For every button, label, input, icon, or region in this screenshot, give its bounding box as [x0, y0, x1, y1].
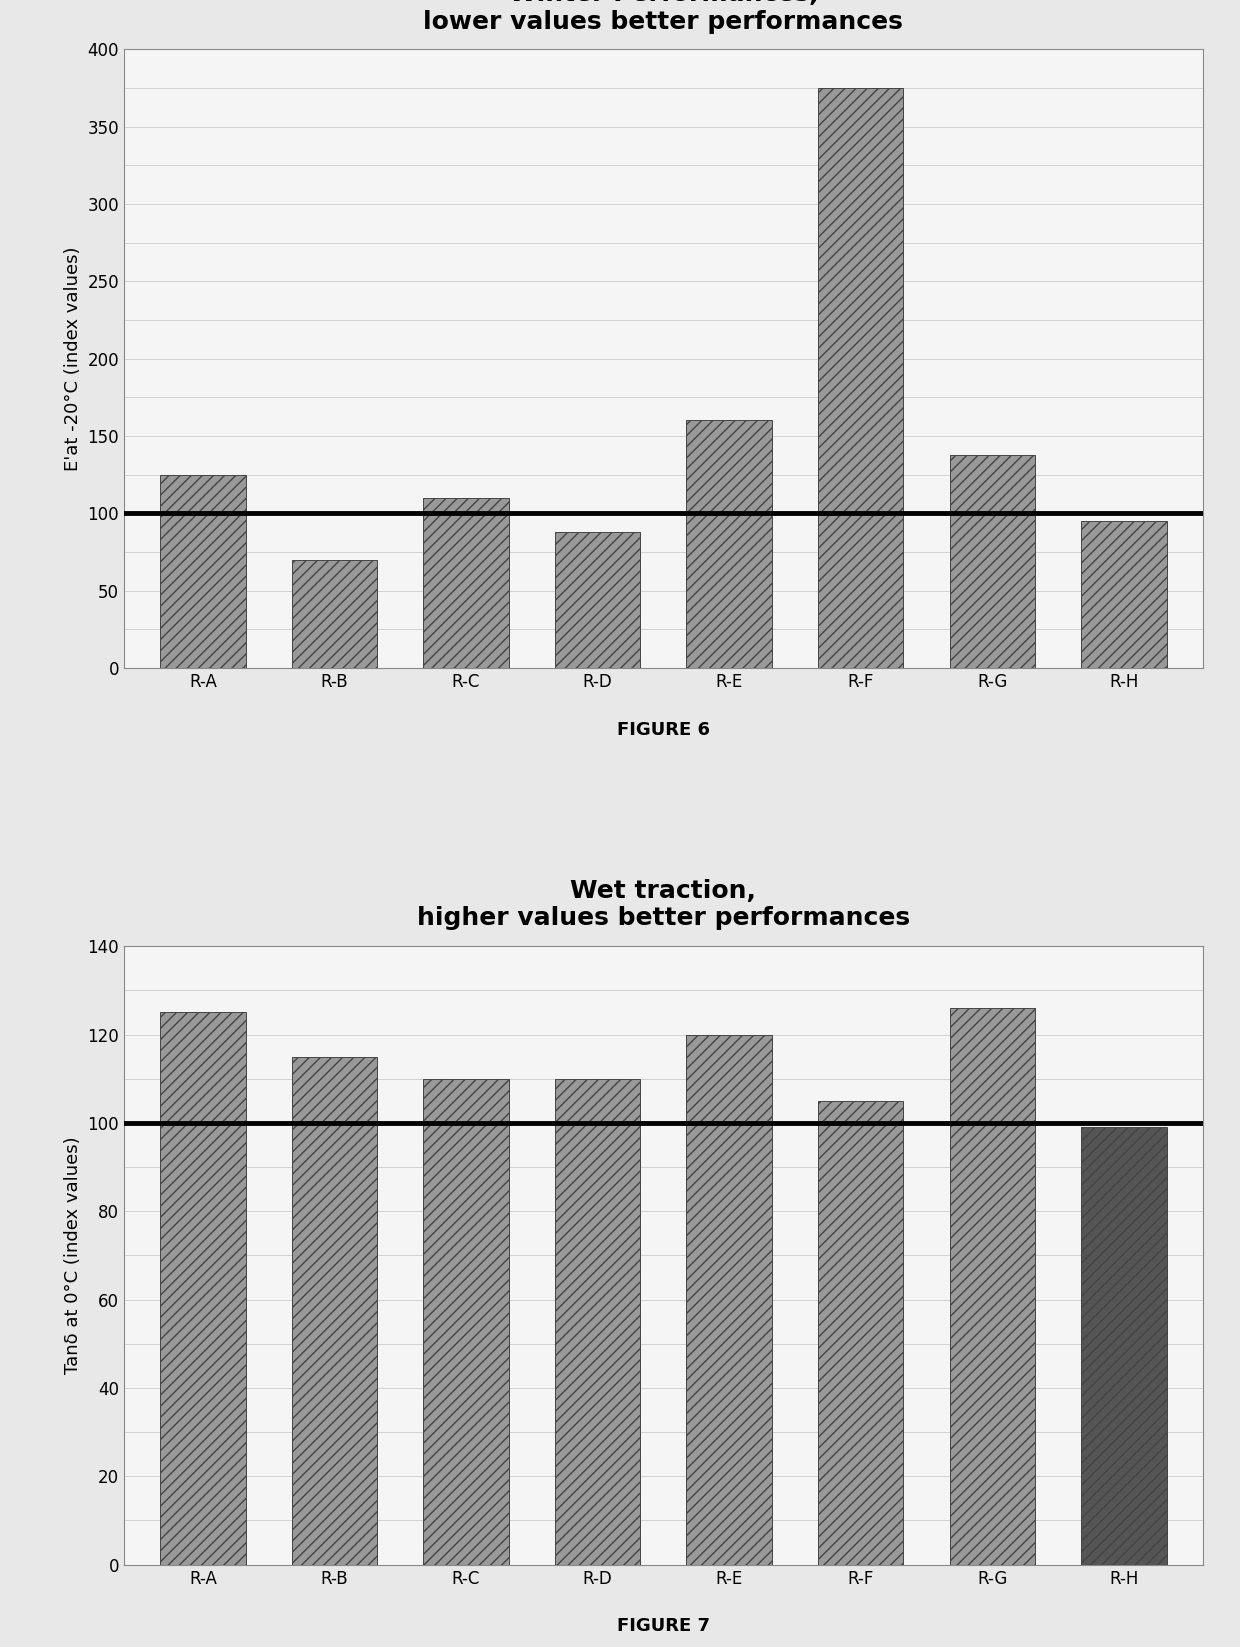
Bar	[818, 87, 904, 669]
Bar	[818, 1100, 904, 1565]
Bar	[687, 1034, 773, 1565]
Title: Winter Performances,
lower values better performances: Winter Performances, lower values better…	[424, 0, 903, 33]
Bar	[1081, 1127, 1167, 1565]
Bar	[687, 420, 773, 669]
Bar	[291, 1057, 377, 1565]
Text: FIGURE 7: FIGURE 7	[618, 1617, 709, 1635]
Bar	[423, 497, 508, 669]
Bar	[160, 1013, 246, 1565]
Bar	[1081, 520, 1167, 669]
Title: Wet traction,
higher values better performances: Wet traction, higher values better perfo…	[417, 878, 910, 931]
Bar	[291, 560, 377, 669]
Bar	[950, 1008, 1035, 1565]
Bar	[950, 455, 1035, 669]
Bar	[554, 532, 640, 669]
Bar	[554, 1079, 640, 1565]
Bar	[423, 1079, 508, 1565]
Bar	[160, 474, 246, 669]
Y-axis label: Tanδ at 0°C (index values): Tanδ at 0°C (index values)	[63, 1136, 82, 1374]
Text: FIGURE 6: FIGURE 6	[618, 721, 709, 740]
Y-axis label: E'at -20°C (index values): E'at -20°C (index values)	[64, 247, 82, 471]
